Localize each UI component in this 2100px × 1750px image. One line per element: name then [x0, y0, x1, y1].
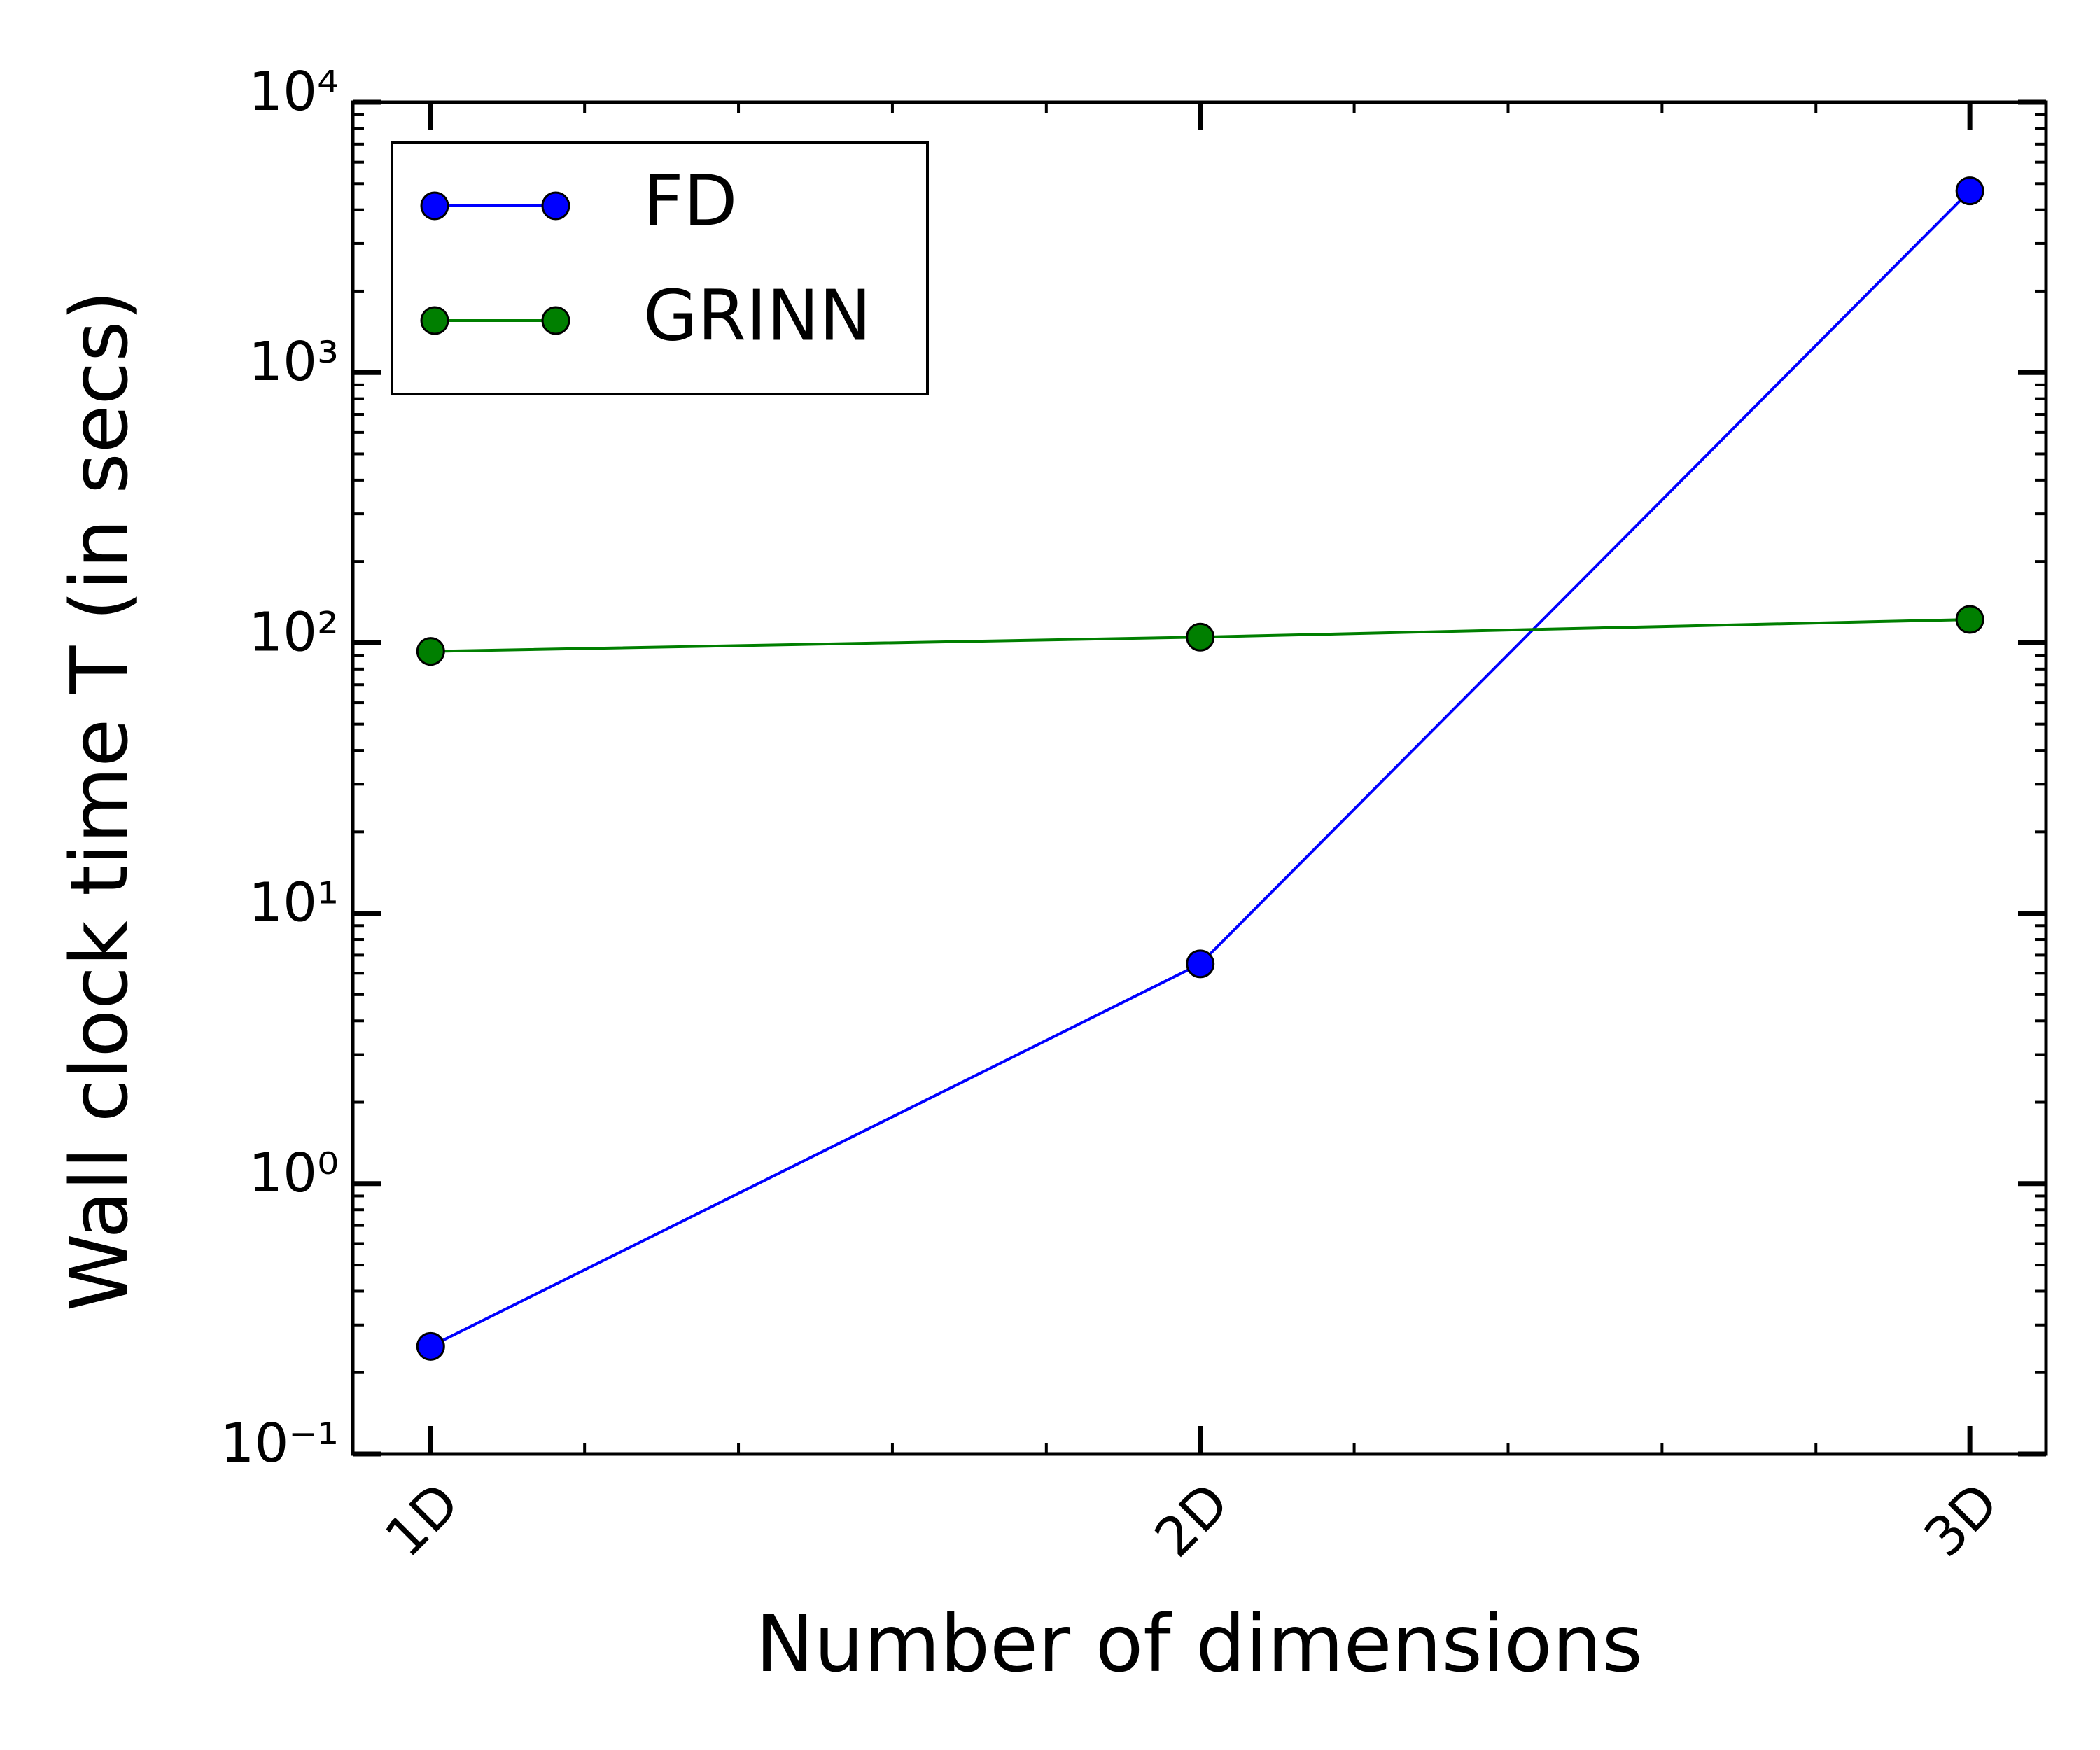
legend-marker [541, 306, 570, 335]
data-point [416, 1331, 445, 1361]
y-tick-label: 10² [248, 601, 339, 664]
legend-label: FD [643, 160, 738, 241]
legend-box [391, 141, 929, 396]
data-point [1955, 176, 1984, 206]
y-tick-label: 10⁴ [248, 61, 339, 123]
y-tick-label: 10⁻¹ [220, 1413, 340, 1475]
data-point [1186, 949, 1215, 979]
legend-label: GRINN [643, 274, 872, 356]
y-tick-label: 10⁰ [248, 1142, 339, 1205]
legend-marker [541, 191, 570, 220]
data-point [1955, 605, 1984, 634]
x-tick-label: 3D [1913, 1471, 2011, 1569]
x-axis-label: Number of dimensions [755, 1599, 1643, 1690]
y-tick-label: 10³ [248, 331, 339, 393]
x-tick-label: 2D [1143, 1471, 1241, 1569]
x-tick-label: 1D [374, 1471, 472, 1569]
legend-marker [420, 191, 449, 220]
legend-marker [420, 306, 449, 335]
data-point [416, 637, 445, 666]
data-point [1186, 622, 1215, 652]
y-axis-label: Wall clock time T (in secs) [55, 290, 146, 1311]
y-tick-label: 10¹ [248, 872, 339, 934]
